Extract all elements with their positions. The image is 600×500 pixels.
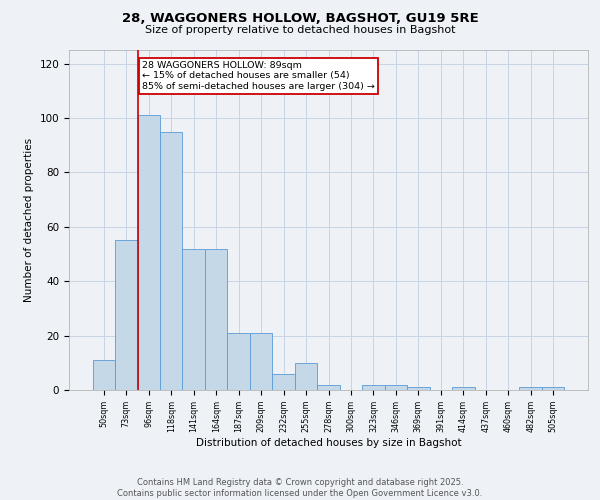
Text: 28, WAGGONERS HOLLOW, BAGSHOT, GU19 5RE: 28, WAGGONERS HOLLOW, BAGSHOT, GU19 5RE [122, 12, 478, 26]
Bar [205, 248, 227, 390]
Bar [542, 388, 565, 390]
Bar [227, 333, 250, 390]
Y-axis label: Number of detached properties: Number of detached properties [24, 138, 34, 302]
Bar [250, 333, 272, 390]
X-axis label: Distribution of detached houses by size in Bagshot: Distribution of detached houses by size … [196, 438, 461, 448]
Bar [92, 360, 115, 390]
Bar [385, 384, 407, 390]
Bar [407, 388, 430, 390]
Bar [520, 388, 542, 390]
Bar [295, 363, 317, 390]
Bar [182, 248, 205, 390]
Bar [272, 374, 295, 390]
Bar [362, 384, 385, 390]
Bar [137, 116, 160, 390]
Text: 28 WAGGONERS HOLLOW: 89sqm
← 15% of detached houses are smaller (54)
85% of semi: 28 WAGGONERS HOLLOW: 89sqm ← 15% of deta… [142, 61, 375, 90]
Bar [160, 132, 182, 390]
Text: Size of property relative to detached houses in Bagshot: Size of property relative to detached ho… [145, 25, 455, 35]
Text: Contains HM Land Registry data © Crown copyright and database right 2025.
Contai: Contains HM Land Registry data © Crown c… [118, 478, 482, 498]
Bar [452, 388, 475, 390]
Bar [115, 240, 137, 390]
Bar [317, 384, 340, 390]
